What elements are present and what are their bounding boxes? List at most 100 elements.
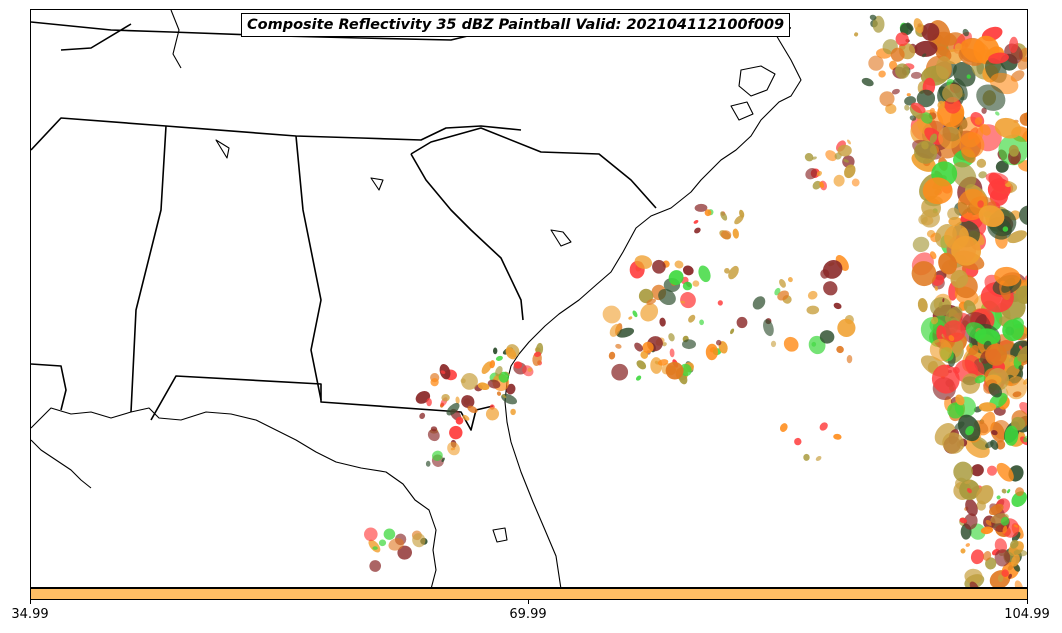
storm-blob: [990, 421, 1006, 443]
storm-blob: [682, 281, 693, 291]
storm-blob: [1002, 319, 1024, 342]
storm-blob: [904, 104, 910, 111]
storm-blob: [847, 139, 851, 145]
storm-blob: [693, 220, 699, 224]
storm-blob: [963, 300, 976, 315]
storm-blob: [935, 31, 958, 46]
storm-blob: [953, 461, 973, 482]
ky-va-coast: [170, 10, 182, 69]
gulf-coastline: [31, 407, 437, 587]
storm-blob: [961, 373, 981, 394]
storm-blob: [527, 367, 533, 372]
storm-blob: [994, 266, 1021, 287]
storm-blob: [982, 551, 992, 561]
storm-blob: [1018, 47, 1027, 62]
storm-blob: [412, 533, 426, 548]
storm-blob: [715, 339, 722, 346]
storm-blob: [510, 408, 516, 416]
storm-blob: [1023, 435, 1027, 443]
storm-blob: [811, 156, 817, 160]
storm-blob: [989, 503, 1004, 516]
storm-blob: [833, 174, 845, 187]
atlantic-coastline: [504, 25, 802, 587]
storm-blob: [388, 538, 404, 551]
storm-blob: [921, 53, 927, 58]
storm-blob: [477, 382, 490, 390]
storm-blob: [996, 440, 1006, 450]
storm-blob: [976, 485, 994, 505]
storm-blob: [431, 450, 443, 461]
storm-blob: [1010, 539, 1019, 549]
storm-blob: [997, 574, 1004, 583]
storm-blob: [658, 288, 676, 306]
storm-blob: [976, 84, 1006, 111]
storm-blob: [688, 314, 696, 323]
storm-blob: [734, 215, 744, 225]
al-ga-border: [295, 135, 322, 401]
storm-blob: [455, 416, 464, 425]
storm-blob: [1019, 205, 1027, 226]
storm-blob: [777, 290, 789, 301]
storm-blob: [383, 528, 396, 540]
storm-blob: [825, 150, 837, 162]
storm-blob: [1021, 327, 1027, 336]
storm-blob: [918, 214, 928, 225]
storm-blob: [506, 383, 516, 395]
storm-blob: [440, 370, 446, 375]
storm-blob: [951, 235, 982, 266]
storm-blob: [659, 317, 666, 327]
colorbar-tick-label-min: 34.99: [11, 607, 49, 622]
storm-blob: [955, 394, 965, 406]
storm-blob: [449, 425, 463, 440]
storm-blob: [812, 180, 822, 190]
storm-blob: [646, 298, 657, 305]
lake-small-ga: [370, 177, 384, 191]
storm-blob: [988, 383, 1002, 398]
storm-blob: [1015, 487, 1024, 497]
storm-blob: [495, 355, 503, 361]
storm-blob: [455, 396, 460, 404]
storm-blob: [906, 93, 911, 97]
storm-blob: [493, 347, 498, 355]
storm-blob: [980, 526, 994, 535]
storm-blob: [1002, 226, 1009, 232]
storm-blob: [419, 412, 426, 419]
storm-blob: [981, 107, 987, 114]
storm-blob: [694, 227, 701, 234]
storm-blob: [498, 371, 510, 383]
colorbar-tick-label-max: 104.99: [1004, 607, 1050, 622]
storm-blob: [752, 296, 766, 310]
storm-blob: [1008, 144, 1020, 157]
storm-blob: [833, 302, 842, 310]
storm-blob: [804, 152, 814, 162]
storm-blob: [819, 181, 825, 188]
storm-blob: [779, 279, 786, 288]
storm-blob: [724, 268, 730, 274]
storm-blob: [1012, 391, 1022, 398]
storm-blob: [970, 549, 985, 565]
storm-blob: [730, 328, 735, 335]
storm-blob: [833, 433, 842, 440]
storm-blob: [895, 63, 910, 79]
ga-sc-border: [410, 153, 524, 321]
storm-blob: [962, 28, 969, 37]
storm-blob: [945, 306, 963, 326]
storm-blob: [1013, 524, 1019, 528]
storm-blob: [822, 259, 843, 279]
storm-blob: [534, 351, 542, 357]
storm-blob: [964, 568, 983, 585]
storm-blob: [615, 343, 622, 349]
storm-blob: [938, 125, 962, 149]
storm-blob: [698, 265, 711, 283]
storm-blob: [979, 123, 991, 136]
storm-blob: [966, 74, 971, 79]
storm-blob: [872, 15, 885, 33]
storm-blob: [635, 375, 642, 381]
storm-blob: [425, 460, 431, 467]
storm-blob: [984, 343, 1008, 366]
storm-blob: [815, 456, 822, 461]
tn-south-border: [31, 117, 522, 151]
storm-blob: [816, 170, 822, 177]
nc-sc-border: [410, 127, 657, 209]
storm-blob: [895, 32, 909, 47]
